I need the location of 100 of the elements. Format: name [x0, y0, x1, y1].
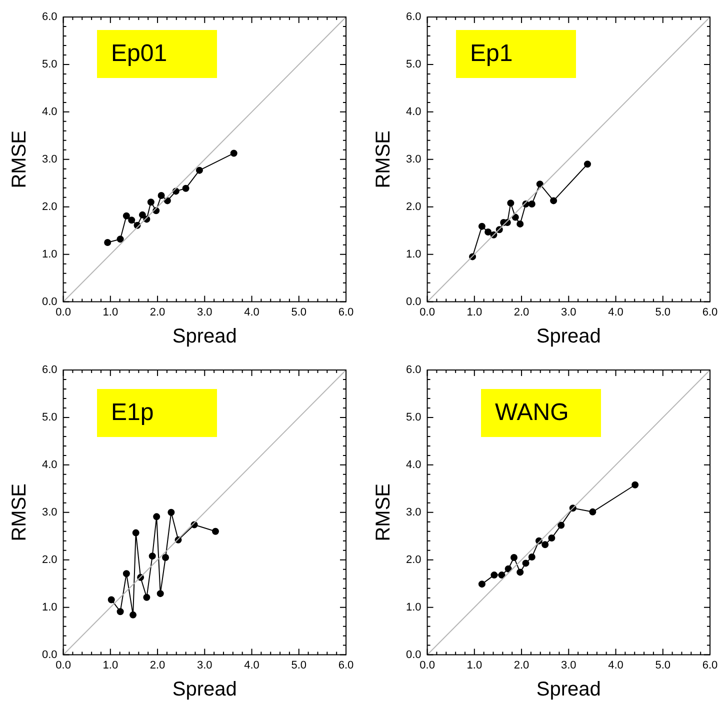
x-tick-label: 5.0 — [655, 306, 671, 318]
point — [632, 481, 639, 488]
point — [550, 197, 558, 204]
label-box: E1p — [97, 389, 217, 437]
point — [584, 160, 591, 168]
point — [230, 150, 238, 157]
point — [528, 554, 536, 561]
point — [516, 220, 524, 228]
point — [122, 212, 130, 220]
point — [536, 180, 544, 188]
y-tick-label: 2.0 — [42, 554, 58, 566]
point — [148, 552, 156, 560]
point — [478, 580, 486, 588]
point — [558, 522, 565, 529]
x-axis-title: Spread — [172, 678, 237, 701]
point — [484, 228, 492, 236]
point — [162, 554, 170, 561]
point — [158, 192, 165, 199]
point — [542, 541, 549, 548]
x-tick-label: 4.0 — [608, 306, 624, 318]
x-tick-label: 4.0 — [608, 659, 624, 672]
x-tick-label: 1.0 — [102, 306, 118, 318]
y-tick-label: 0.0 — [406, 296, 422, 308]
x-axis-title: Spread — [172, 326, 237, 348]
x-tick-label: 6.0 — [702, 306, 718, 318]
x-axis-title: Spread — [536, 326, 601, 348]
y-tick-label: 2.0 — [42, 200, 58, 213]
point — [196, 166, 203, 174]
x-tick-label: 2.0 — [150, 659, 166, 672]
point — [182, 184, 190, 192]
x-tick-label: 3.0 — [560, 659, 576, 672]
label-box: Ep1 — [456, 30, 576, 78]
x-tick-label: 0.0 — [56, 306, 71, 318]
point — [116, 608, 124, 616]
x-tick-label: 5.0 — [291, 306, 307, 318]
point — [116, 236, 124, 243]
x-tick-label: 2.0 — [514, 659, 530, 672]
point — [512, 214, 519, 221]
point — [143, 594, 150, 601]
y-tick-label: 4.0 — [42, 106, 58, 118]
y-tick-label: 2.0 — [406, 554, 422, 566]
y-tick-label: 6.0 — [42, 364, 58, 376]
y-tick-label: 1.0 — [406, 601, 422, 614]
y-tick-label: 4.0 — [406, 106, 422, 118]
point — [128, 216, 136, 224]
x-tick-label: 4.0 — [244, 306, 260, 318]
y-tick-label: 6.0 — [406, 11, 422, 24]
x-tick-label: 1.0 — [466, 306, 482, 318]
y-tick-label: 1.0 — [42, 601, 58, 614]
point — [522, 560, 530, 567]
y-tick-label: 3.0 — [406, 506, 422, 518]
x-tick-label: 3.0 — [196, 659, 212, 672]
x-tick-label: 6.0 — [702, 659, 718, 672]
y-tick-label: 0.0 — [406, 648, 422, 661]
x-tick-label: 0.0 — [56, 659, 71, 672]
point — [147, 198, 154, 206]
y-tick-label: 3.0 — [42, 153, 58, 166]
y-tick-label: 5.0 — [406, 58, 422, 70]
y-tick-label: 5.0 — [42, 412, 58, 424]
point — [138, 211, 146, 218]
x-tick-label: 3.0 — [196, 306, 212, 318]
y-tick-label: 1.0 — [406, 248, 422, 260]
x-tick-label: 4.0 — [244, 659, 260, 672]
y-tick-label: 3.0 — [42, 506, 58, 518]
label-box: WANG — [481, 389, 601, 437]
y-tick-label: 2.0 — [406, 200, 422, 213]
y-tick-label: 6.0 — [42, 11, 58, 24]
x-tick-label: 3.0 — [560, 306, 576, 318]
x-tick-label: 0.0 — [420, 659, 435, 672]
x-tick-label: 2.0 — [150, 306, 166, 318]
y-tick-label: 4.0 — [406, 458, 422, 471]
y-axis-title: RMSE — [372, 130, 395, 188]
x-tick-label: 0.0 — [420, 306, 435, 318]
x-tick-label: 5.0 — [291, 659, 307, 672]
point — [212, 528, 219, 535]
y-tick-label: 5.0 — [406, 412, 422, 424]
x-tick-label: 2.0 — [514, 306, 530, 318]
y-tick-label: 4.0 — [42, 458, 58, 471]
x-axis-title: Spread — [536, 678, 601, 701]
y-tick-label: 5.0 — [42, 58, 58, 70]
point — [504, 565, 512, 572]
x-tick-label: 1.0 — [102, 659, 118, 672]
point — [132, 529, 140, 536]
point — [153, 513, 160, 520]
x-tick-label: 6.0 — [338, 306, 354, 318]
point — [528, 200, 536, 208]
point — [507, 200, 514, 207]
y-axis-title: RMSE — [8, 484, 31, 542]
y-tick-label: 0.0 — [42, 648, 58, 661]
point — [510, 554, 518, 561]
x-tick-label: 6.0 — [338, 659, 354, 672]
y-axis-title: RMSE — [8, 130, 31, 188]
y-tick-label: 0.0 — [42, 296, 58, 308]
y-tick-label: 1.0 — [42, 248, 58, 260]
point — [589, 508, 596, 516]
point — [548, 534, 556, 542]
point — [168, 508, 175, 516]
y-tick-label: 6.0 — [406, 364, 422, 376]
x-tick-label: 5.0 — [655, 659, 671, 672]
point — [130, 611, 137, 618]
